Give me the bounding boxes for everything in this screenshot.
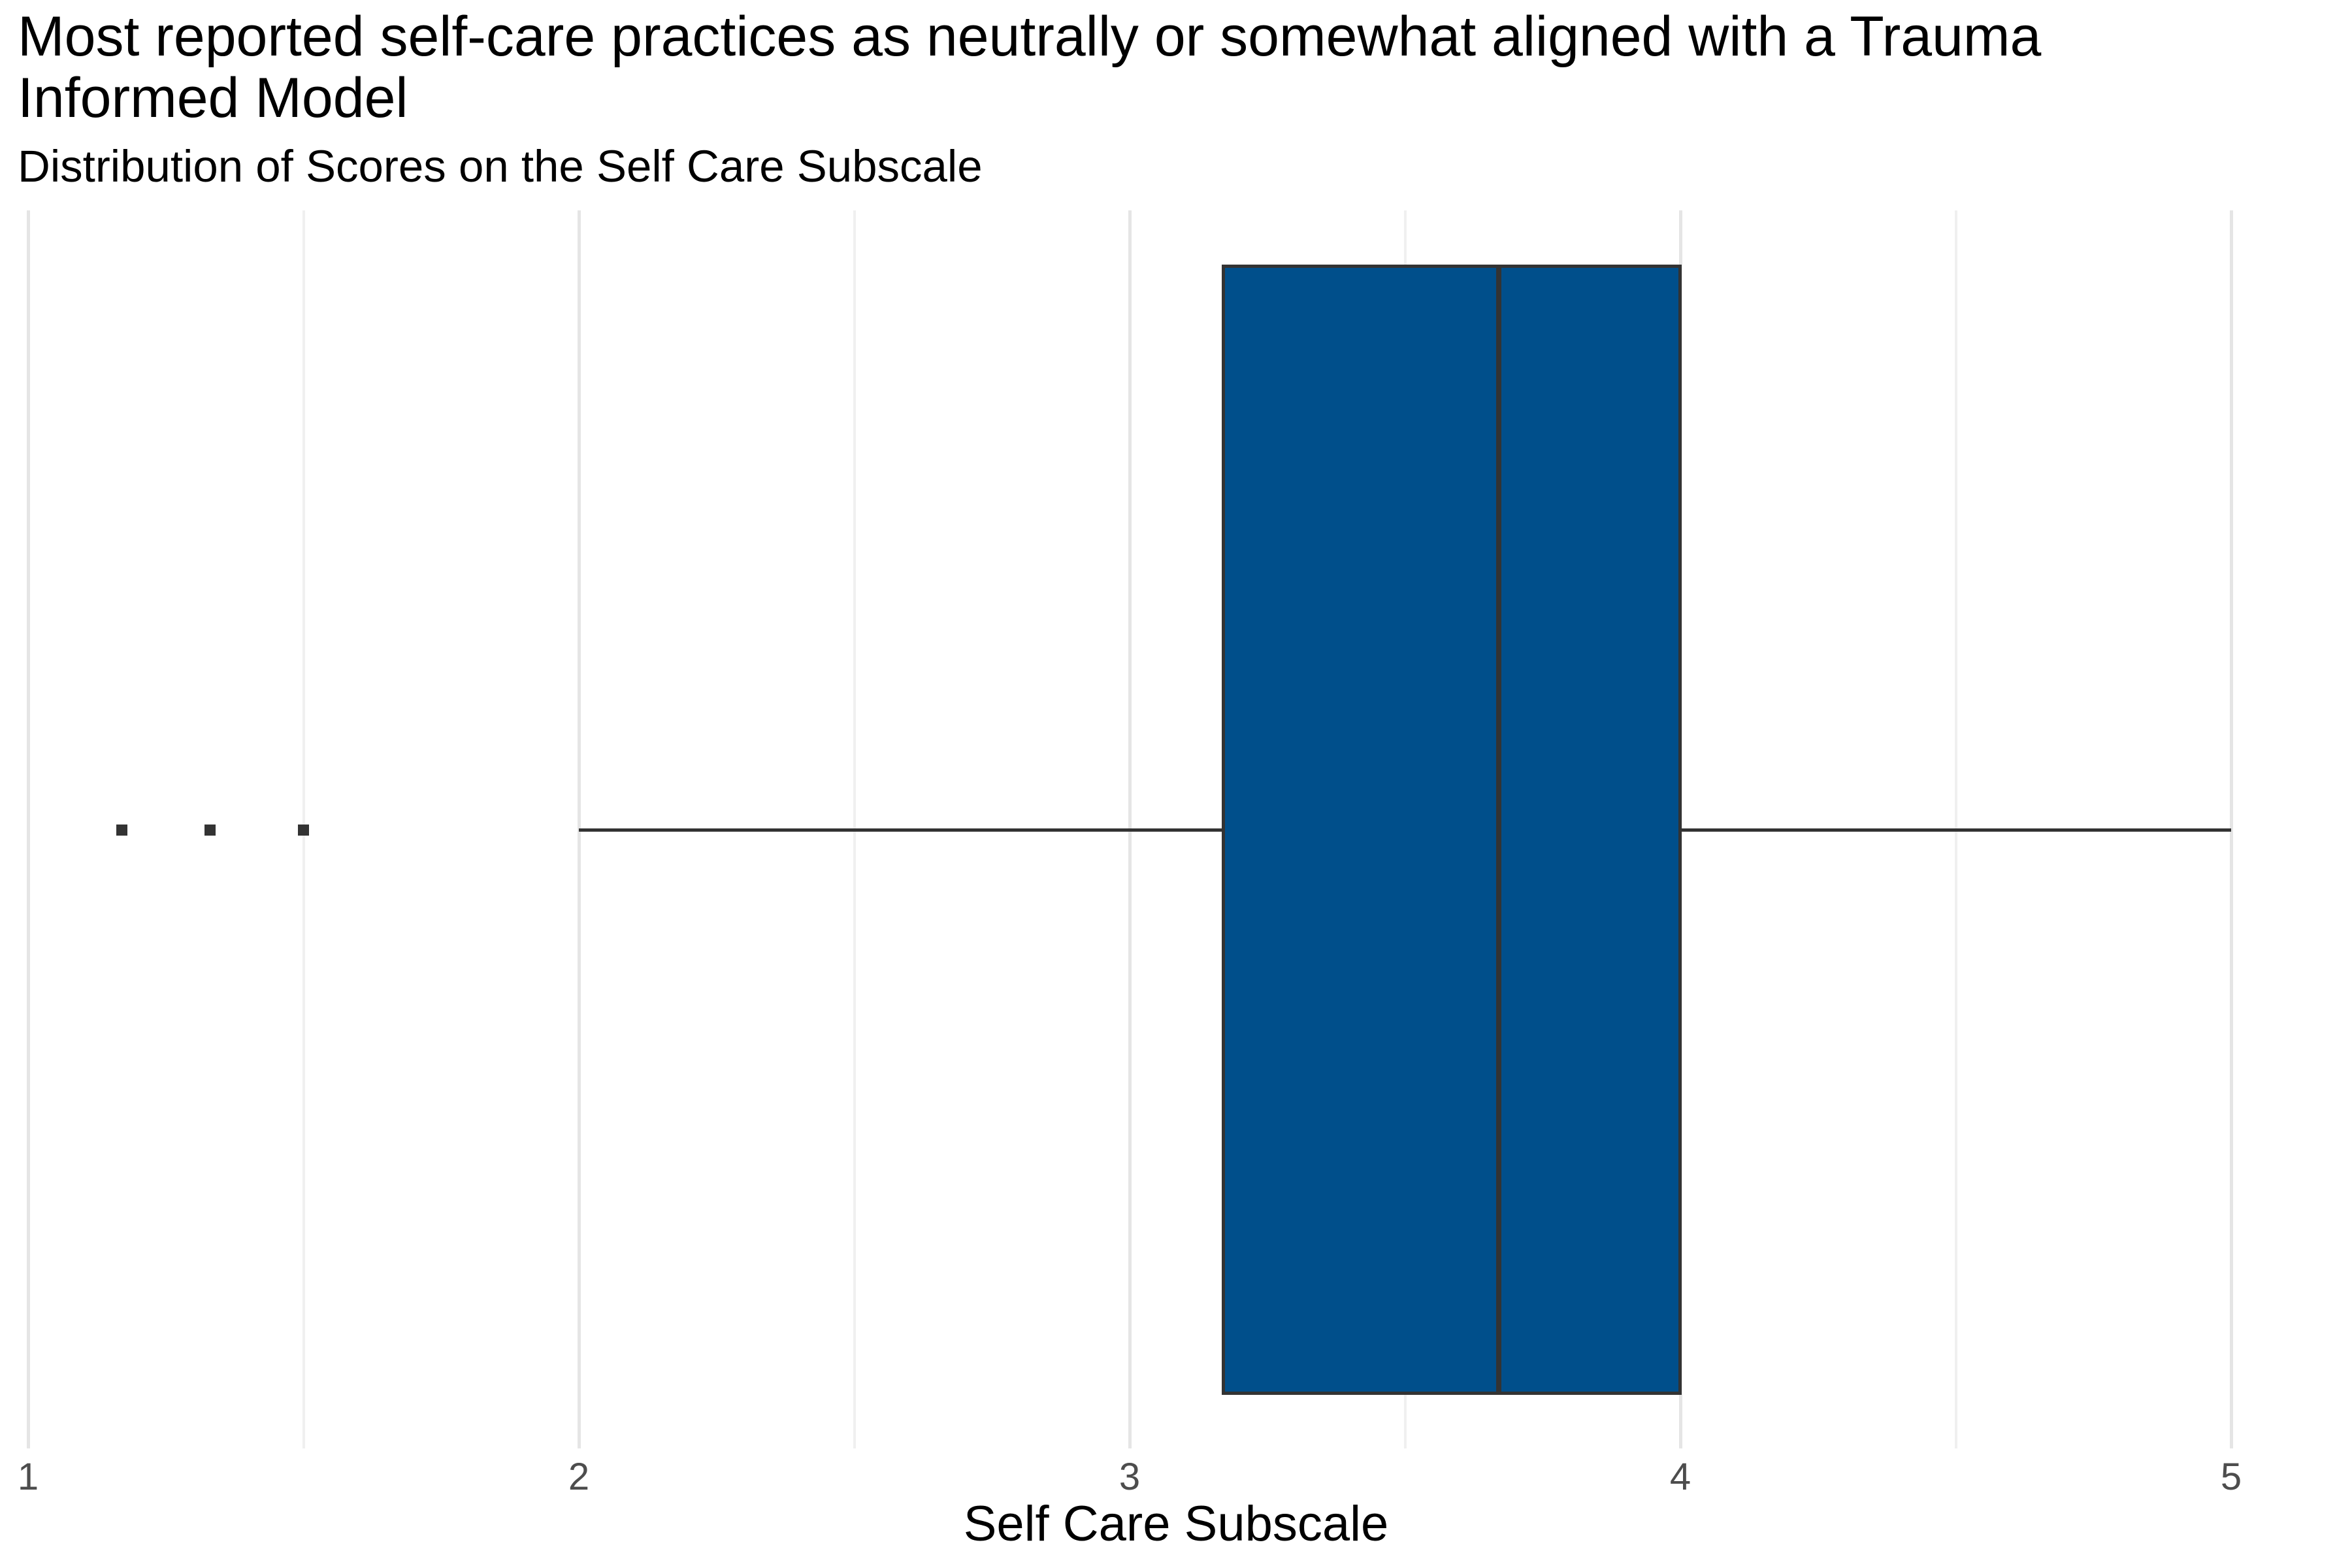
outlier-dot: [298, 824, 309, 836]
x-tick-label: 3: [1119, 1456, 1141, 1498]
x-tick-label: 1: [17, 1456, 39, 1498]
outlier-dot: [116, 824, 127, 836]
outlier-dot: [204, 824, 216, 836]
gridline-major: [26, 210, 30, 1448]
boxplot-box: [1221, 264, 1682, 1395]
gridline-major: [2229, 210, 2233, 1448]
x-axis-title: Self Care Subscale: [963, 1496, 1389, 1552]
median-line: [1495, 266, 1501, 1393]
whisker-line-right: [1680, 828, 2231, 832]
chart-subtitle: Distribution of Scores on the Self Care …: [18, 141, 983, 191]
x-tick-label: 5: [2220, 1456, 2242, 1498]
x-tick-label: 2: [568, 1456, 590, 1498]
chart-title: Most reported self-care practices as neu…: [18, 6, 2041, 129]
chart-title-line-2: Informed Model: [18, 67, 408, 129]
chart-title-line-1: Most reported self-care practices as neu…: [18, 5, 2042, 68]
x-tick-label: 4: [1669, 1456, 1691, 1498]
whisker-line-left: [579, 828, 1224, 832]
